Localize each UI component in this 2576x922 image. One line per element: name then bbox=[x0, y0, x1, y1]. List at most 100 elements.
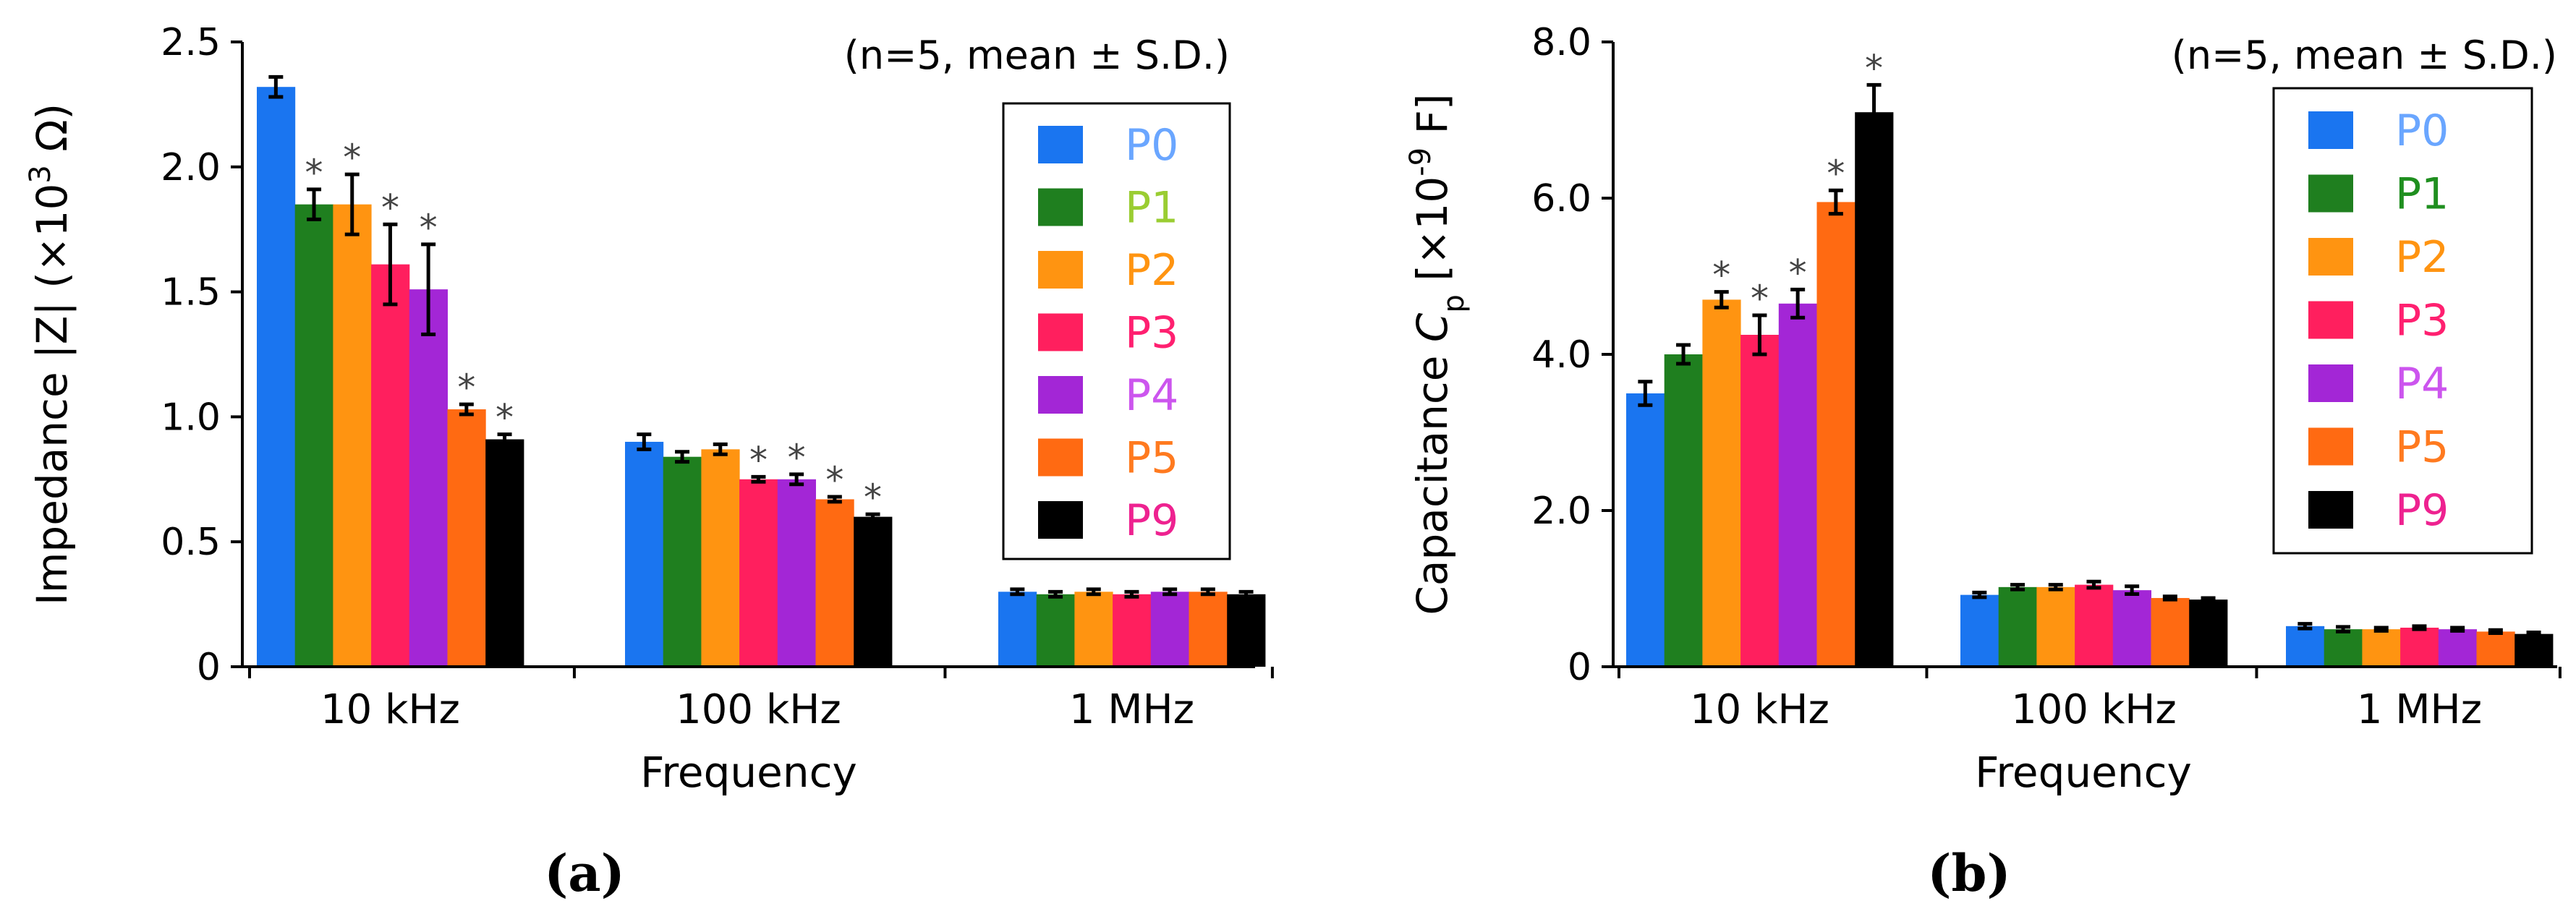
bar-P3-0 bbox=[371, 264, 410, 667]
error-bar-P2-1 bbox=[2048, 583, 2063, 592]
legend-label-P0: P0 bbox=[1125, 120, 1178, 171]
error-bar-P4-0 bbox=[1790, 287, 1806, 320]
legend-swatch-P9 bbox=[2308, 491, 2353, 529]
panel-label: (a) bbox=[544, 843, 625, 903]
bar-P4-2 bbox=[2438, 629, 2477, 667]
error-bar-P1-0 bbox=[307, 187, 322, 221]
y-axis-title-symbol: C bbox=[1408, 312, 1457, 342]
error-bar-P4-0 bbox=[421, 242, 436, 336]
legend-swatch-P1 bbox=[2308, 174, 2353, 213]
bar-P1-2 bbox=[2324, 629, 2363, 667]
bar-P2-2 bbox=[1074, 592, 1113, 667]
x-axis-title: Frequency bbox=[1975, 748, 2192, 797]
bar-P1-0 bbox=[1664, 354, 1703, 667]
error-bar-P1-1 bbox=[675, 450, 690, 464]
error-bar-P4-1 bbox=[2125, 584, 2140, 597]
bar-P5-2 bbox=[1189, 592, 1228, 667]
error-bar-P3-1 bbox=[751, 474, 766, 484]
chart-panel-b: * * * * * 0 2.0 4.0 6.0 8.0 10 kHz 100 kHz 1 MHz Freq… bbox=[1404, 21, 2562, 903]
bar-P2-2 bbox=[2362, 629, 2401, 667]
bar-P0-2 bbox=[2286, 626, 2325, 667]
legend-label-P1: P1 bbox=[1125, 183, 1178, 234]
bar-P3-1 bbox=[739, 479, 778, 667]
significance-star-P1-0: * bbox=[305, 152, 323, 194]
legend-swatch-P0 bbox=[2308, 111, 2353, 149]
error-bar-P0-1 bbox=[1972, 590, 1987, 599]
y-tick-label: 2.5 bbox=[161, 21, 221, 64]
bar-P3-2 bbox=[2400, 628, 2439, 667]
error-bar-P2-2 bbox=[1086, 587, 1101, 597]
bar-P2-0 bbox=[1702, 299, 1741, 667]
legend-label-P2: P2 bbox=[1125, 245, 1178, 296]
bar-P1-1 bbox=[663, 456, 702, 667]
legend-label-P3: P3 bbox=[1125, 308, 1178, 359]
legend-swatch-P4 bbox=[2308, 364, 2353, 402]
significance-star-P2-0: * bbox=[1712, 255, 1730, 296]
legend-label-P5: P5 bbox=[1125, 433, 1178, 484]
y-tick-label: 0 bbox=[1568, 646, 1591, 689]
legend-swatch-P3 bbox=[1038, 313, 1083, 351]
error-bar-P0-0 bbox=[268, 74, 284, 99]
significance-star-P4-1: * bbox=[788, 437, 806, 479]
error-bar-P1-2 bbox=[1048, 589, 1063, 599]
y-axis-title-sub: p bbox=[1437, 294, 1471, 312]
error-bar-P4-2 bbox=[2450, 626, 2465, 633]
bar-P4-2 bbox=[1150, 592, 1189, 667]
significance-star-P9-1: * bbox=[864, 477, 882, 518]
bar-P0-0 bbox=[1626, 393, 1665, 667]
bar-P3-0 bbox=[1740, 335, 1780, 667]
error-bar-P9-0 bbox=[1866, 82, 1882, 142]
y-tick-label: 4.0 bbox=[1531, 333, 1591, 377]
legend-label-P0: P0 bbox=[2395, 106, 2449, 156]
x-category-label: 10 kHz bbox=[1690, 686, 1829, 733]
bar-P9-0 bbox=[1855, 112, 1894, 667]
bar-P0-1 bbox=[1960, 594, 1999, 667]
error-bar-P1-0 bbox=[1676, 343, 1691, 366]
legend-box bbox=[1002, 102, 1231, 560]
error-bar-P2-0 bbox=[344, 172, 360, 236]
y-tick-label: 0.5 bbox=[161, 521, 221, 564]
significance-star-P4-0: * bbox=[420, 207, 438, 249]
bar-P0-2 bbox=[998, 592, 1037, 667]
significance-star-P3-1: * bbox=[749, 439, 768, 481]
y-tick-label: 2.0 bbox=[1531, 490, 1591, 533]
error-bar-P0-0 bbox=[1638, 380, 1653, 407]
bar-P2-1 bbox=[701, 449, 740, 667]
error-bar-P5-1 bbox=[2162, 594, 2177, 602]
y-tick-label: 0 bbox=[197, 646, 221, 689]
y-axis-title: Impedance |Z| (×103 Ω) bbox=[24, 103, 77, 605]
significance-star-P3-0: * bbox=[381, 187, 399, 229]
error-bar-P3-0 bbox=[1752, 313, 1767, 357]
y-tick-label: 2.0 bbox=[161, 146, 221, 189]
significance-star-P2-0: * bbox=[343, 137, 361, 179]
error-bar-P1-1 bbox=[2010, 583, 2025, 592]
error-bar-P5-1 bbox=[827, 495, 842, 504]
bar-P2-0 bbox=[333, 204, 372, 667]
bar-P1-1 bbox=[1998, 586, 2037, 667]
bar-P3-2 bbox=[1113, 594, 1152, 667]
bar-P0-1 bbox=[625, 441, 664, 667]
y-tick-label: 8.0 bbox=[1531, 21, 1591, 64]
significance-star-P5-0: * bbox=[1827, 153, 1845, 195]
bar-P5-0 bbox=[1816, 202, 1856, 667]
y-tick-label: 1.0 bbox=[161, 396, 221, 439]
error-bar-P3-2 bbox=[1124, 589, 1139, 599]
error-bar-P5-0 bbox=[459, 402, 474, 417]
bar-P4-1 bbox=[777, 479, 816, 667]
error-bar-P5-2 bbox=[2488, 628, 2503, 636]
error-bar-P9-1 bbox=[2201, 596, 2216, 603]
legend-label-P9: P9 bbox=[1125, 495, 1178, 546]
error-bar-P0-1 bbox=[637, 432, 652, 451]
error-bar-P2-0 bbox=[1714, 290, 1729, 310]
bar-P5-1 bbox=[815, 499, 854, 667]
error-bar-P0-2 bbox=[1010, 587, 1025, 597]
significance-star-P5-1: * bbox=[825, 459, 843, 501]
y-axis-title-bracket: [×10 bbox=[1408, 176, 1457, 294]
legend-label-P2: P2 bbox=[2395, 232, 2449, 283]
bar-P9-2 bbox=[1227, 594, 1266, 667]
error-bar-P9-2 bbox=[2526, 630, 2541, 638]
legend-swatch-P2 bbox=[2308, 238, 2353, 276]
bar-P1-0 bbox=[294, 204, 333, 667]
bar-P9-2 bbox=[2515, 633, 2554, 667]
